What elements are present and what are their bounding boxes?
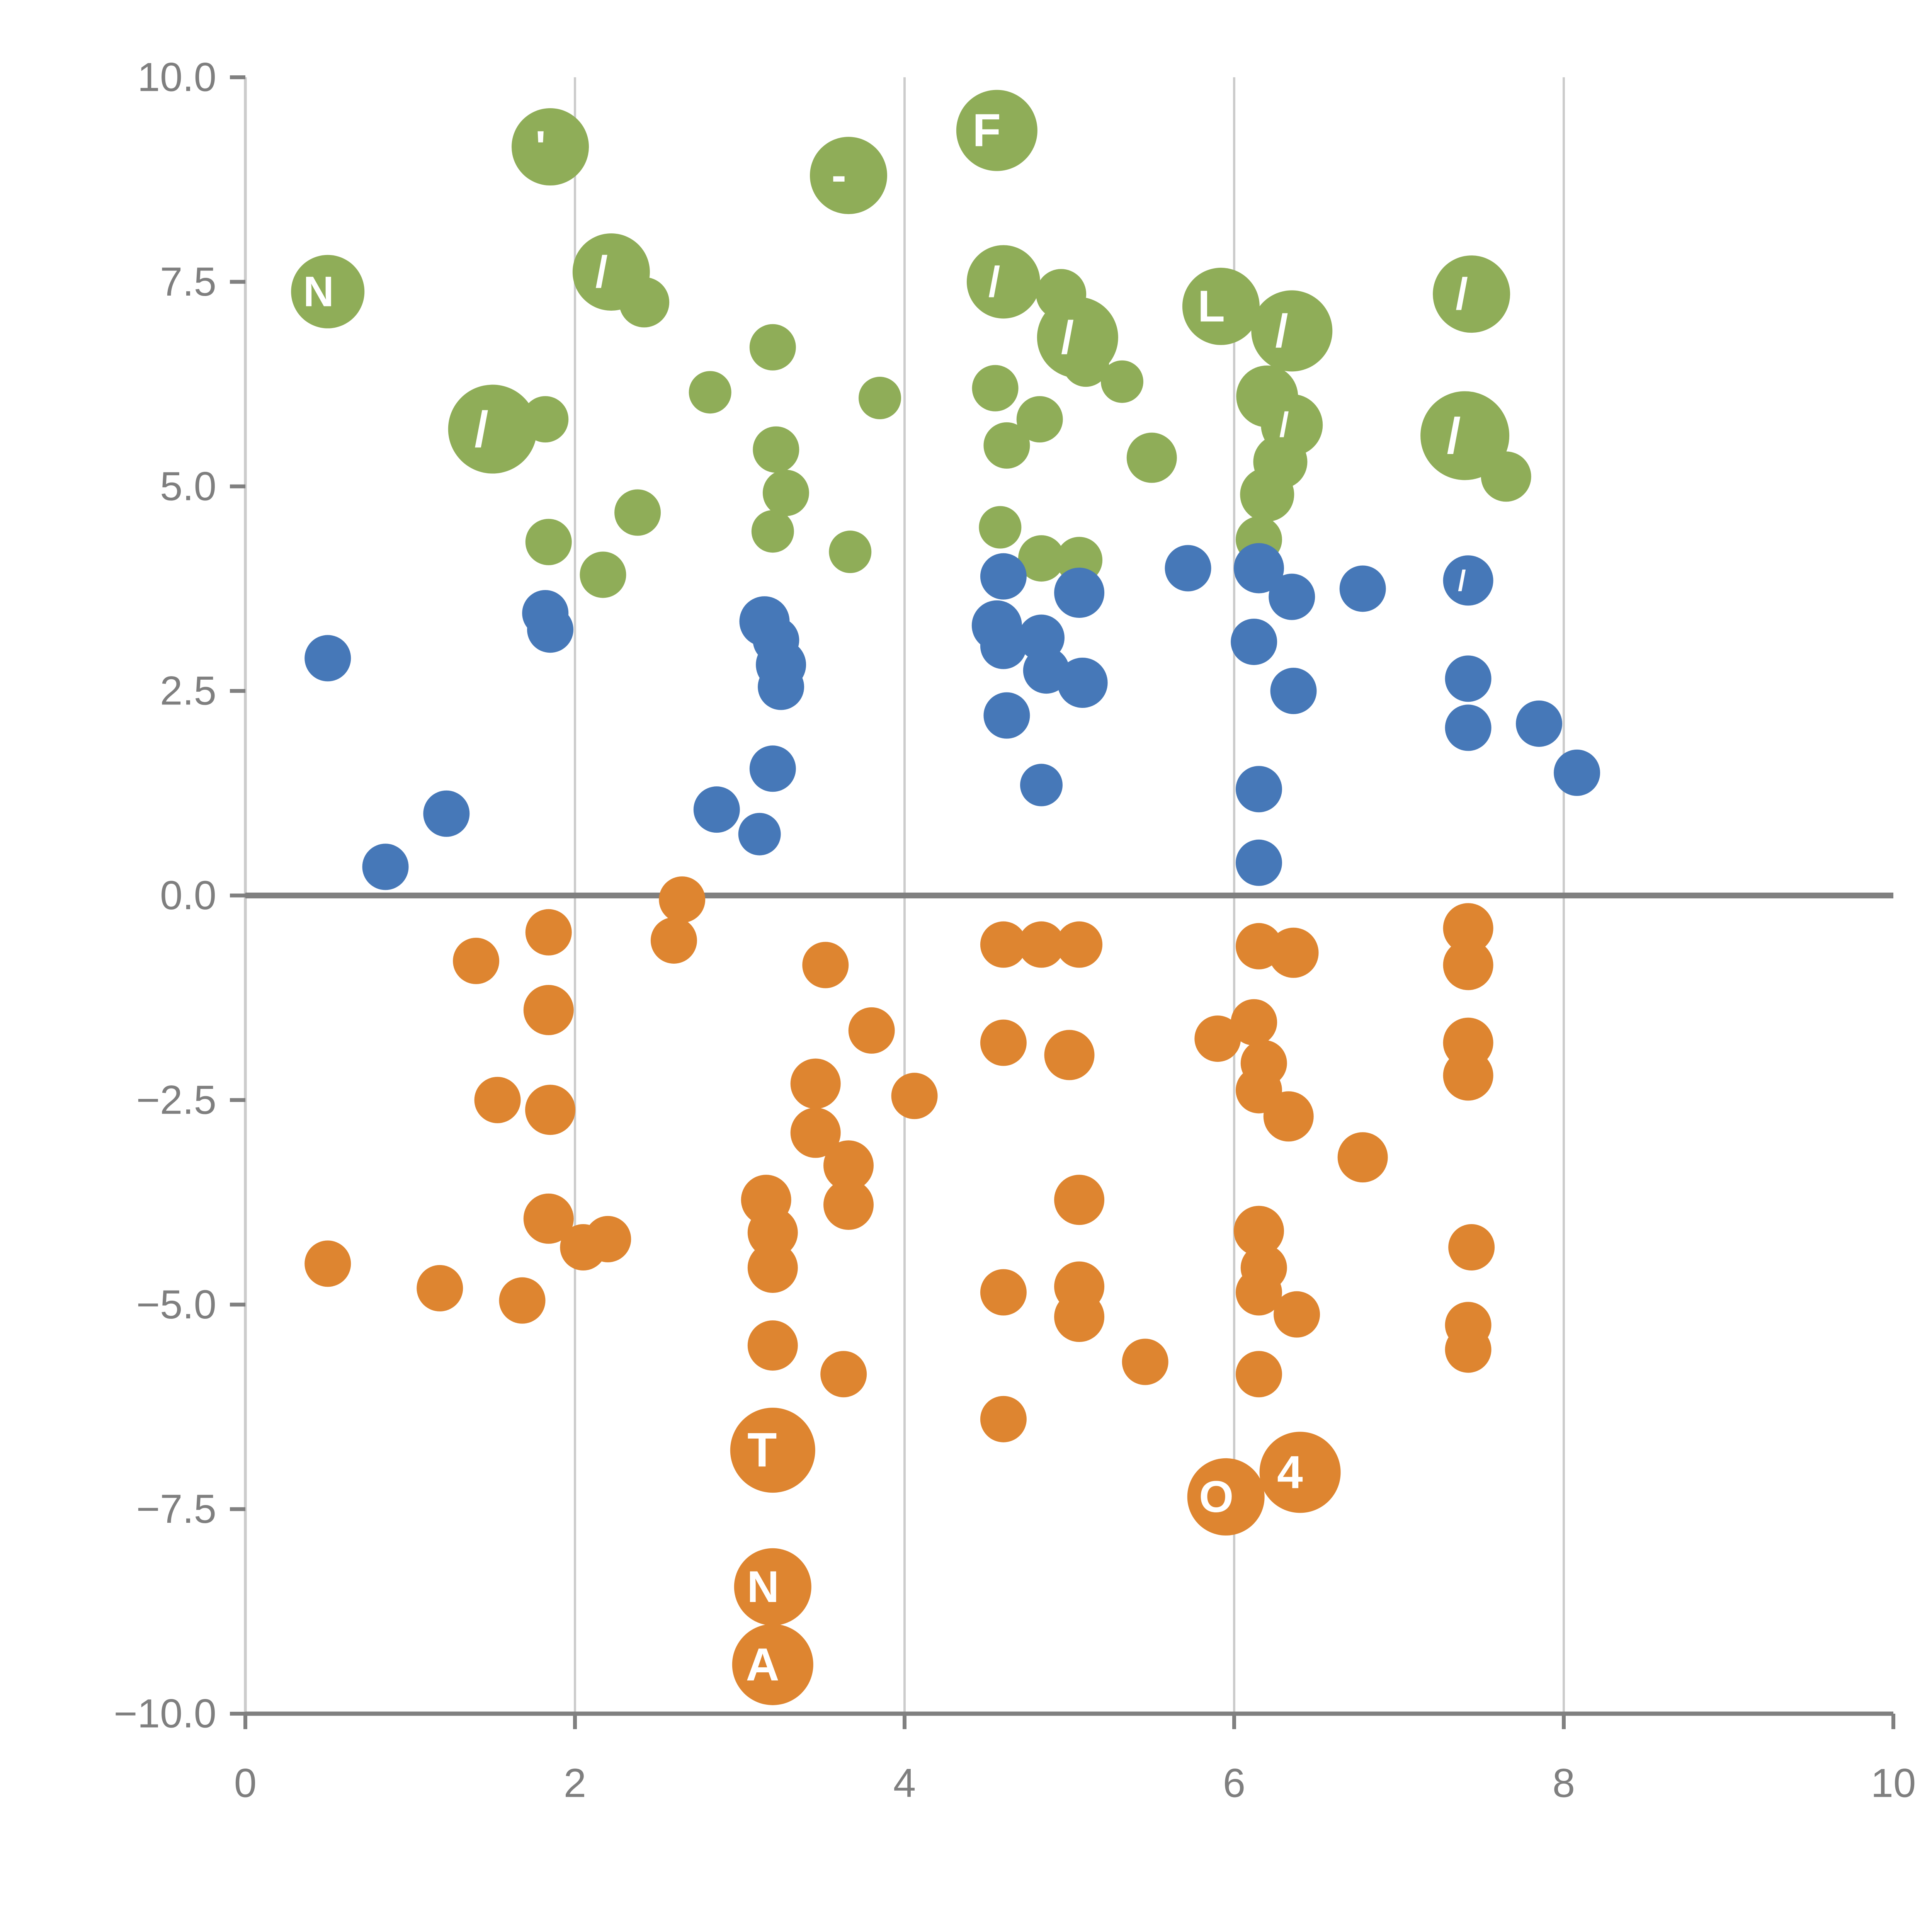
svg-text:2.5: 2.5	[160, 668, 216, 714]
svg-text:7.5: 7.5	[160, 259, 216, 304]
svg-text:/: /	[1275, 305, 1288, 357]
svg-text:2: 2	[564, 1761, 586, 1806]
svg-text:F: F	[973, 105, 1001, 156]
svg-text:4: 4	[1277, 1446, 1303, 1498]
svg-text:/: /	[988, 258, 1000, 306]
svg-text:/: /	[474, 401, 488, 457]
svg-text:4: 4	[893, 1761, 916, 1806]
svg-text:O: O	[1199, 1472, 1233, 1522]
svg-text:/: /	[595, 247, 608, 297]
svg-text:10: 10	[1871, 1761, 1916, 1806]
svg-text:/: /	[1447, 407, 1461, 464]
svg-text:0: 0	[234, 1761, 257, 1806]
svg-text:L: L	[1198, 282, 1225, 331]
svg-text:8: 8	[1553, 1761, 1575, 1806]
svg-text:/: /	[1279, 406, 1289, 444]
svg-text:N: N	[747, 1562, 779, 1612]
svg-text:0.0: 0.0	[160, 873, 216, 918]
svg-text:6: 6	[1223, 1761, 1245, 1806]
svg-text:-: -	[832, 151, 846, 200]
svg-text:5.0: 5.0	[160, 464, 216, 509]
svg-text:/: /	[1061, 311, 1074, 363]
svg-text:−2.5: −2.5	[136, 1077, 216, 1122]
svg-text:': '	[535, 122, 546, 172]
points-layer	[291, 90, 1600, 1705]
svg-text:−5.0: −5.0	[136, 1282, 216, 1327]
bubble-labels-layer: '-FN ///L//////TO 4NA	[303, 105, 1468, 1690]
svg-text:10.0: 10.0	[138, 55, 216, 100]
svg-text:T: T	[747, 1423, 777, 1477]
svg-text:N: N	[303, 268, 334, 315]
axes-layer: 10.0 7.5 5.0 2.5 0.0 −2.5 −5.0 −7.5 −10.0 0 2 4 6 8 10	[114, 55, 1916, 1806]
svg-text:/: /	[1456, 269, 1468, 319]
svg-text:/: /	[1458, 564, 1466, 597]
svg-text:A: A	[746, 1639, 779, 1690]
svg-text:−7.5: −7.5	[136, 1486, 216, 1532]
svg-text:−10.0: −10.0	[114, 1691, 216, 1736]
